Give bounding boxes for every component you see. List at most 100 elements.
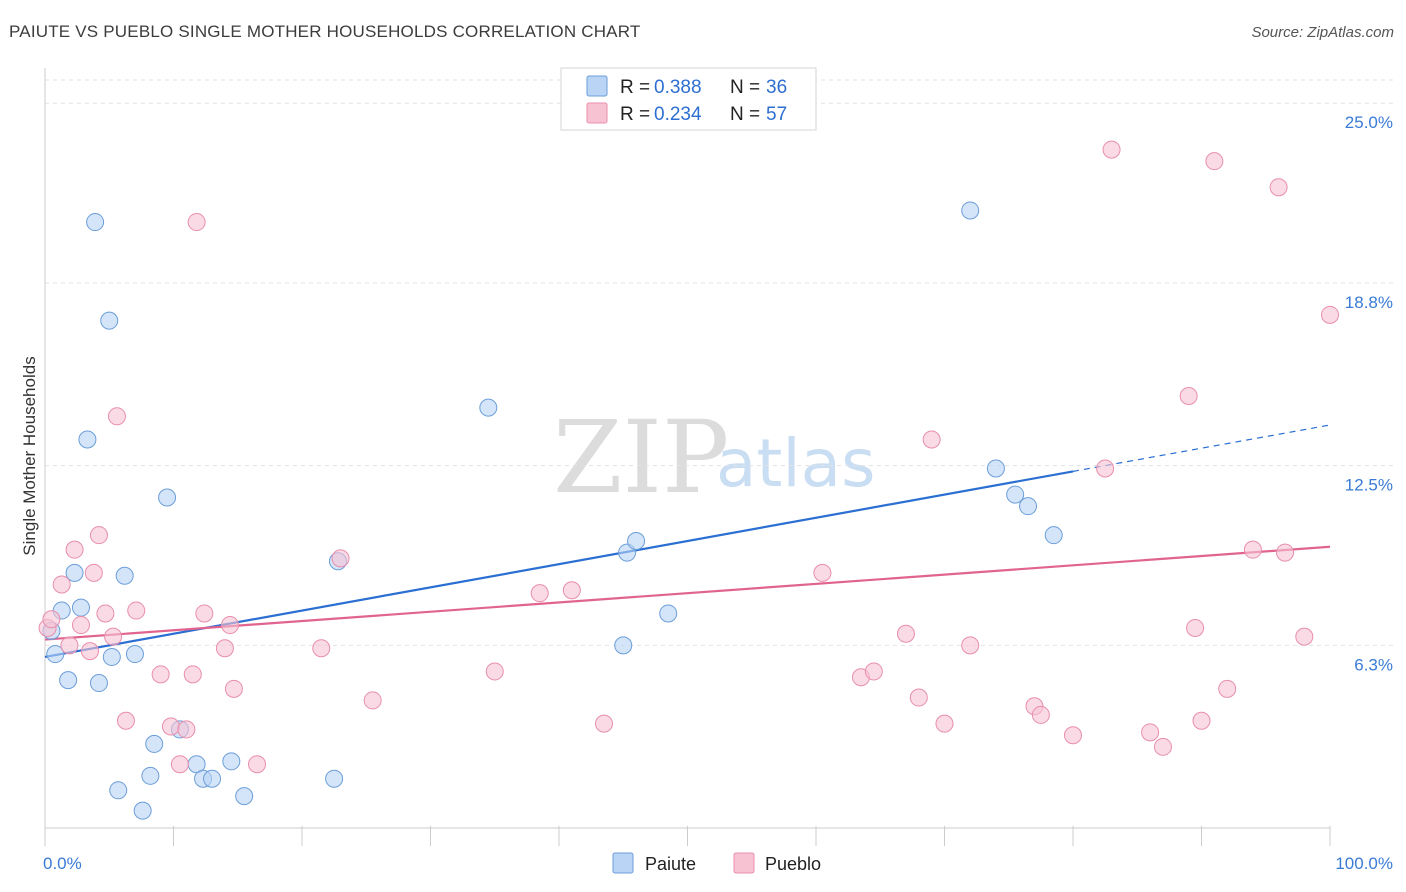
pueblo-point [104, 627, 123, 646]
paiute-point [203, 769, 222, 788]
y-tick-label: 6.3% [1354, 655, 1393, 674]
pueblo-point [1321, 305, 1339, 324]
pueblo-point [1186, 618, 1205, 637]
pueblo-point [1141, 723, 1160, 742]
pueblo-point [151, 665, 170, 684]
pueblo-point [195, 604, 214, 623]
pueblo-point [1031, 705, 1050, 724]
x-tick-label-max: 100.0% [1335, 854, 1393, 873]
legend-pueblo-n-value: 57 [766, 104, 787, 125]
pueblo-point [1179, 387, 1198, 406]
axes [44, 68, 1331, 846]
pueblo-point [224, 679, 243, 698]
legend-pueblo-n-label: N = [730, 104, 760, 125]
legend-swatch-paiute [586, 75, 608, 97]
legend-paiute-n-label: N = [730, 77, 760, 98]
paiute-point [1019, 497, 1038, 516]
pueblo-point [89, 526, 108, 545]
paiute-point [158, 488, 177, 507]
pueblo-point [71, 616, 90, 635]
x-tick-label-min: 0.0% [43, 854, 82, 873]
pueblo-point [363, 691, 382, 710]
legend-swatch-pueblo [586, 102, 608, 124]
watermark-atlas: atlas [716, 425, 876, 502]
series-label-pueblo: Pueblo [765, 854, 821, 874]
pueblo-point [312, 639, 331, 658]
paiute-point [986, 459, 1005, 478]
data-points [38, 140, 1339, 820]
legend-paiute-r-label: R = [620, 77, 650, 98]
paiute-point [59, 671, 78, 690]
paiute-point [614, 636, 633, 655]
pueblo-trend-line [44, 545, 1331, 641]
paiute-point [141, 766, 160, 785]
pueblo-point [215, 639, 234, 658]
pueblo-point [485, 662, 504, 681]
pueblo-point [331, 549, 350, 568]
paiute-point [78, 430, 97, 449]
pueblo-point [1192, 711, 1211, 730]
paiute-point [325, 769, 344, 788]
pueblo-point [170, 755, 189, 774]
pueblo-point [1102, 140, 1121, 159]
pueblo-point [248, 755, 267, 774]
pueblo-point [107, 407, 126, 426]
paiute-point [115, 566, 134, 585]
pueblo-point [60, 636, 79, 655]
legend-paiute-n-value: 36 [766, 77, 787, 98]
paiute-point [89, 674, 108, 693]
correlation-legend: R = 0.388 N = 36 R = 0.234 N = 57 [560, 67, 817, 131]
paiute-point [627, 531, 646, 550]
legend-pueblo-r-value: 0.234 [654, 104, 702, 125]
y-tick-label: 12.5% [1345, 476, 1393, 495]
pueblo-point [80, 642, 99, 661]
paiute-point [479, 398, 498, 417]
pueblo-point [1096, 459, 1115, 478]
legend-pueblo-r-label: R = [620, 104, 650, 125]
legend-paiute-r-value: 0.388 [654, 77, 702, 98]
axis-labels: 6.3% 12.5% 18.8% 25.0% 0.0% 100.0% [43, 113, 1393, 873]
pueblo-point [84, 563, 103, 582]
paiute-point [145, 734, 164, 753]
y-tick-label: 18.8% [1345, 293, 1393, 312]
pueblo-point [127, 601, 146, 620]
paiute-point [1044, 526, 1063, 545]
watermark-zip: ZIP [553, 399, 729, 516]
paiute-trend-line [44, 470, 1074, 659]
chart-title: PAIUTE VS PUEBLO SINGLE MOTHER HOUSEHOLD… [9, 22, 641, 41]
paiute-point [222, 752, 241, 771]
pueblo-point [1295, 627, 1314, 646]
pueblo-point [96, 604, 115, 623]
paiute-point [109, 781, 128, 800]
series-swatch-paiute [612, 852, 634, 874]
pueblo-point [1243, 540, 1262, 559]
pueblo-point [221, 616, 240, 635]
pueblo-point [864, 662, 883, 681]
paiute-point [659, 604, 678, 623]
pueblo-point [896, 624, 915, 643]
paiute-point [46, 645, 65, 664]
source-note: Source: ZipAtlas.com [1251, 24, 1394, 41]
series-legend: Paiute Pueblo [612, 852, 821, 874]
pueblo-point [1205, 152, 1224, 171]
pueblo-point [1153, 737, 1172, 756]
pueblo-point [1218, 679, 1237, 698]
y-tick-label: 25.0% [1345, 113, 1393, 132]
paiute-point [86, 213, 105, 232]
pueblo-point [52, 575, 71, 594]
pueblo-point [1269, 178, 1288, 197]
series-swatch-pueblo [733, 852, 755, 874]
pueblo-point [530, 584, 549, 603]
paiute-point [125, 645, 144, 664]
paiute-point [100, 311, 119, 330]
pueblo-point [562, 581, 581, 600]
series-label-paiute: Paiute [645, 854, 696, 874]
pueblo-point [594, 714, 613, 733]
trend-lines [44, 424, 1331, 659]
pueblo-point [813, 563, 832, 582]
paiute-point [65, 563, 84, 582]
pueblo-point [42, 610, 61, 629]
paiute-point [235, 787, 254, 806]
pueblo-point [1276, 543, 1295, 562]
pueblo-point [909, 688, 928, 707]
